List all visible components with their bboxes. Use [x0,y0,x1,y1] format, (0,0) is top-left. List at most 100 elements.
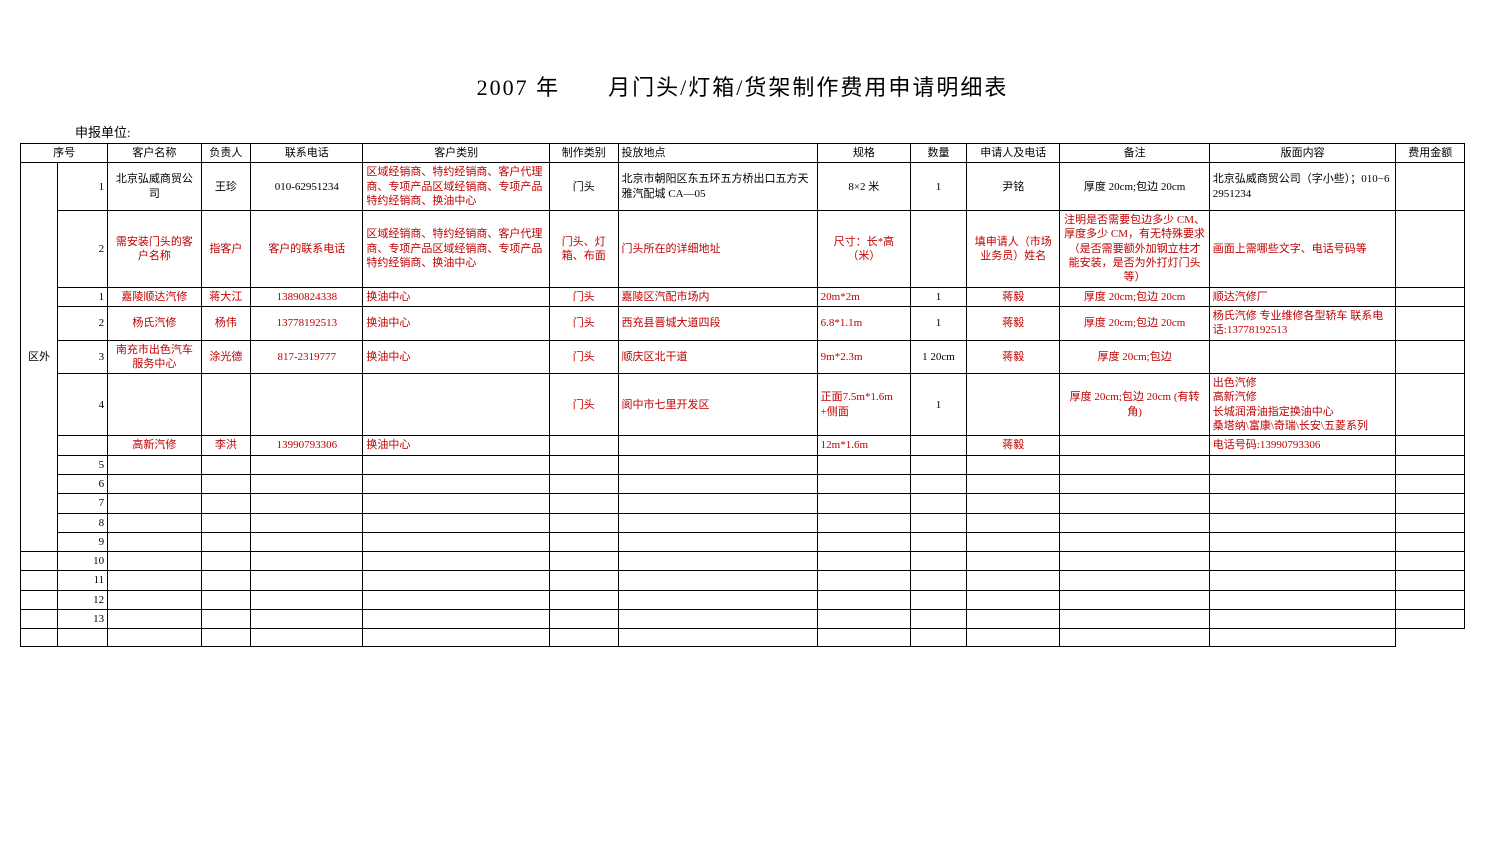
table-row: 13 [21,610,1465,629]
category-cell: 换油中心 [363,436,550,455]
seq-cell [83,436,108,455]
empty-cell [1209,455,1396,474]
empty-cell [363,590,550,609]
cost-cell [1396,287,1465,306]
seq-blank [58,306,83,340]
spec-cell: 6.8*1.1m [817,306,910,340]
empty-cell [550,513,618,532]
expense-table: 序号 客户名称 负责人 联系电话 客户类别 制作类别 投放地点 规格 数量 申请… [20,143,1465,647]
name-cell: 杨氏汽修 [108,306,201,340]
seq-cell: 1 [83,163,108,211]
table-row: 4门头阆中市七里开发区正面7.5m*1.6m+侧面1厚度 20cm;包边 20c… [21,374,1465,436]
table-row: 9 [21,532,1465,551]
empty-cell [911,455,967,474]
empty-cell [1396,513,1465,532]
region-cell-empty [21,571,58,590]
empty-cell [967,455,1060,474]
type-cell: 门头 [550,340,618,374]
location-cell [618,436,817,455]
empty-cell [550,455,618,474]
empty-cell [1209,571,1396,590]
person-cell: 王珍 [201,163,251,211]
seq-blank [58,590,83,609]
empty-cell [550,532,618,551]
table-row: 2杨氏汽修杨伟13778192513换油中心门头西充县晋城大道四段6.8*1.1… [21,306,1465,340]
table-row: 2需安装门头的客户名称指客户客户的联系电话区域经销商、特约经销商、客户代理商、专… [21,211,1465,287]
seq-blank [58,436,83,455]
h-seq: 序号 [21,144,108,163]
h-applicant: 申请人及电话 [967,144,1060,163]
empty-cell [1060,571,1209,590]
location-cell: 嘉陵区汽配市场内 [618,287,817,306]
seq-blank [58,374,83,436]
phone-cell [251,374,363,436]
table-row: 1嘉陵顺达汽修蒋大江13890824338换油中心门头嘉陵区汽配市场内20m*2… [21,287,1465,306]
empty-cell [618,494,817,513]
seq-cell: 2 [83,306,108,340]
cost-cell [1396,374,1465,436]
empty-cell [1209,610,1396,629]
content-cell: 电话号码:13990793306 [1209,436,1396,455]
remark-cell: 厚度 20cm;包边 [1060,340,1209,374]
seq-blank [58,474,83,493]
empty-cell [550,494,618,513]
empty-cell [1060,455,1209,474]
empty-cell [817,532,910,551]
empty-cell [618,455,817,474]
person-cell: 涂光德 [201,340,251,374]
empty-cell [363,455,550,474]
h-name: 客户名称 [108,144,201,163]
empty-cell [1209,494,1396,513]
seq-cell: 4 [83,374,108,436]
spec-cell: 9m*2.3m [817,340,910,374]
table-row: 6 [21,474,1465,493]
empty-cell [201,571,251,590]
type-cell: 门头 [550,287,618,306]
empty-cell [817,474,910,493]
person-cell: 指客户 [201,211,251,287]
content-cell: 画面上需哪些文字、电话号码等 [1209,211,1396,287]
empty-cell [618,629,817,647]
empty-cell [1060,552,1209,571]
qty-cell: 1 [911,374,967,436]
seq-cell: 10 [83,552,108,571]
seq-blank [58,610,83,629]
table-row: 3南充市出色汽车服务中心涂光德817-2319777换油中心门头顺庆区北干道9m… [21,340,1465,374]
empty-cell [201,474,251,493]
empty-cell [108,552,201,571]
empty-cell [1060,629,1209,647]
seq-cell: 11 [83,571,108,590]
h-spec: 规格 [817,144,910,163]
seq-blank [58,513,83,532]
type-cell: 门头、灯箱、布面 [550,211,618,287]
qty-cell: 1 20cm [911,340,967,374]
empty-cell [911,552,967,571]
location-cell: 西充县晋城大道四段 [618,306,817,340]
table-row: 5 [21,455,1465,474]
phone-cell: 客户的联系电话 [251,211,363,287]
seq-cell: 6 [83,474,108,493]
cost-cell [1396,163,1465,211]
region-cell-empty [21,610,58,629]
table-row: 11 [21,571,1465,590]
person-cell: 蒋大江 [201,287,251,306]
empty-cell [1396,610,1465,629]
seq-blank [58,532,83,551]
empty-cell [108,455,201,474]
location-cell: 阆中市七里开发区 [618,374,817,436]
content-cell [1209,340,1396,374]
empty-cell [363,474,550,493]
empty-cell [1060,513,1209,532]
type-cell [550,436,618,455]
empty-cell [108,629,201,647]
page-title: 2007 年 月门头/灯箱/货架制作费用申请明细表 [20,70,1465,102]
empty-cell [1060,590,1209,609]
phone-cell: 13890824338 [251,287,363,306]
h-location: 投放地点 [618,144,817,163]
location-cell: 顺庆区北干道 [618,340,817,374]
spec-cell: 20m*2m [817,287,910,306]
remark-cell: 厚度 20cm;包边 20cm [1060,163,1209,211]
table-row: 8 [21,513,1465,532]
h-phone: 联系电话 [251,144,363,163]
seq-blank [58,211,83,287]
